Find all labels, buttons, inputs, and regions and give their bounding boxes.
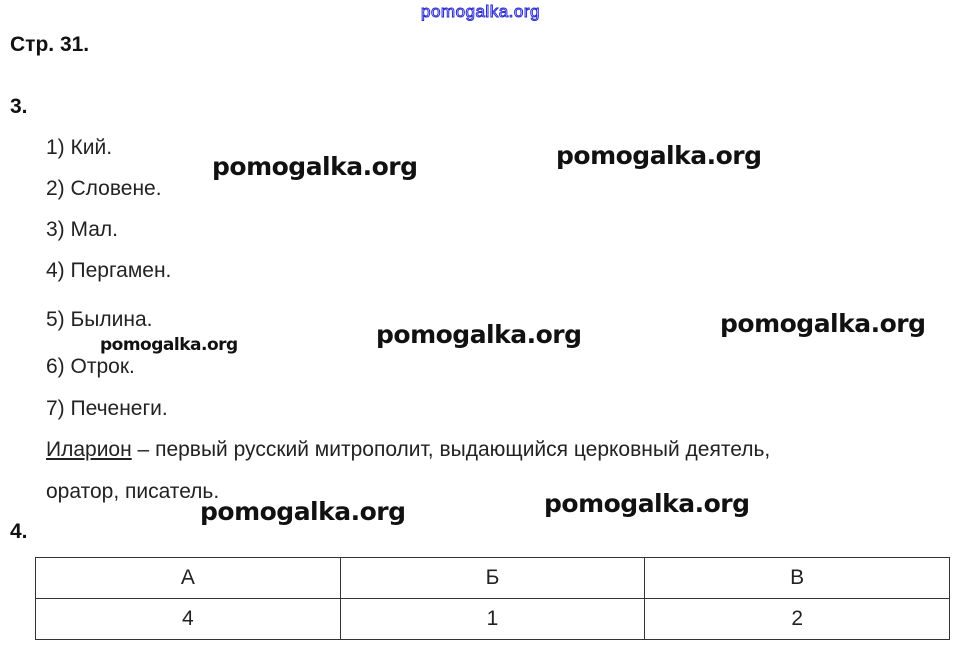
list-item: 6) Отрок. bbox=[46, 355, 135, 378]
watermark: pomogalka.org bbox=[212, 152, 418, 181]
table-header-cell: А bbox=[35, 557, 341, 599]
table-header-cell: Б bbox=[339, 557, 646, 599]
table-cell: 4 bbox=[35, 598, 341, 640]
answer-table: А Б В 4 1 2 bbox=[35, 557, 950, 640]
task-3-number: 3. bbox=[10, 95, 28, 118]
watermark-top: pomogalka.org bbox=[421, 2, 540, 22]
table-header-cell: В bbox=[644, 557, 950, 599]
watermark: pomogalka.org bbox=[544, 489, 750, 518]
list-item: 5) Былина. bbox=[46, 308, 153, 331]
term: Иларион bbox=[46, 438, 132, 461]
page-title: Стр. 31. bbox=[10, 33, 90, 56]
watermark: pomogalka.org bbox=[556, 141, 762, 170]
table-cell: 1 bbox=[339, 598, 646, 640]
table-header-row: А Б В bbox=[35, 557, 950, 599]
table-row: 4 1 2 bbox=[35, 598, 950, 640]
watermark: pomogalka.org bbox=[200, 497, 406, 526]
table-cell: 2 bbox=[644, 598, 950, 640]
list-item: 7) Печенеги. bbox=[46, 397, 168, 420]
watermark: pomogalka.org bbox=[720, 309, 926, 338]
watermark: pomogalka.org bbox=[100, 335, 238, 355]
task-4-number: 4. bbox=[10, 520, 28, 543]
list-item: 4) Пергамен. bbox=[46, 259, 172, 282]
list-item: 2) Словене. bbox=[46, 177, 162, 200]
definition-line-2: оратор, писатель. bbox=[46, 480, 220, 503]
definition-line-1: Иларион – первый русский митрополит, выд… bbox=[46, 438, 770, 462]
watermark: pomogalka.org bbox=[376, 320, 582, 349]
list-item: 1) Кий. bbox=[46, 136, 113, 159]
definition-text: – первый русский митрополит, выдающийся … bbox=[131, 438, 771, 461]
list-item: 3) Мал. bbox=[46, 218, 119, 241]
